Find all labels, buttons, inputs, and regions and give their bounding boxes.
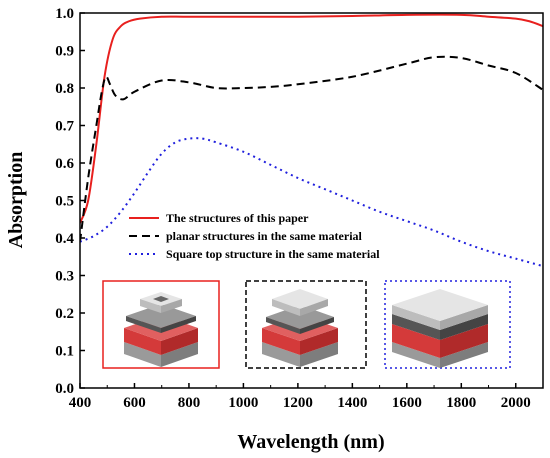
- x-tick-label: 2000: [501, 395, 531, 411]
- structure-inset-this-paper: [102, 280, 220, 369]
- ticks: [79, 12, 517, 389]
- structure-inset-planar: [245, 280, 367, 369]
- legend-label-2: planar structures in the same material: [166, 229, 363, 243]
- x-tick-label: 1000: [228, 395, 258, 411]
- y-tick-label: 0.9: [55, 44, 74, 60]
- y-tick-label: 0.7: [55, 119, 74, 135]
- x-tick-label: 1200: [283, 395, 313, 411]
- series-layer: [80, 13, 543, 268]
- y-tick-label: 0.1: [55, 344, 74, 360]
- tick-labels: 400 600 800 1000 1200 1400 1600 1800 2000 0.0 0.1 0…: [55, 6, 531, 411]
- y-tick-label: 0.8: [55, 81, 74, 97]
- x-tick-label: 600: [123, 395, 146, 411]
- series-line-3: [80, 137, 543, 268]
- y-tick-label: 1.0: [55, 6, 74, 22]
- legend-label-1: The structures of this paper: [166, 211, 309, 225]
- x-tick-label: 800: [178, 395, 201, 411]
- series-line-2: [80, 55, 543, 242]
- y-axis-title: Absorption: [5, 152, 27, 249]
- y-tick-label: 0.4: [55, 231, 74, 247]
- y-tick-label: 0.0: [55, 381, 74, 397]
- y-tick-label: 0.5: [55, 194, 74, 210]
- y-tick-label: 0.3: [55, 269, 74, 285]
- structure-inset-square-top: [384, 280, 511, 369]
- y-tick-label: 0.2: [55, 306, 74, 322]
- x-tick-label: 1800: [446, 395, 476, 411]
- legend-label-3: Square top structure in the same materia…: [166, 247, 380, 261]
- y-tick-label: 0.6: [55, 156, 74, 172]
- legend: The structures of this paper planar struc…: [129, 211, 380, 261]
- x-axis-title: Wavelength (nm): [237, 431, 384, 453]
- x-tick-label: 1400: [337, 395, 367, 411]
- x-tick-label: 1600: [392, 395, 422, 411]
- x-tick-label: 400: [69, 395, 92, 411]
- series-line-1: [80, 13, 543, 224]
